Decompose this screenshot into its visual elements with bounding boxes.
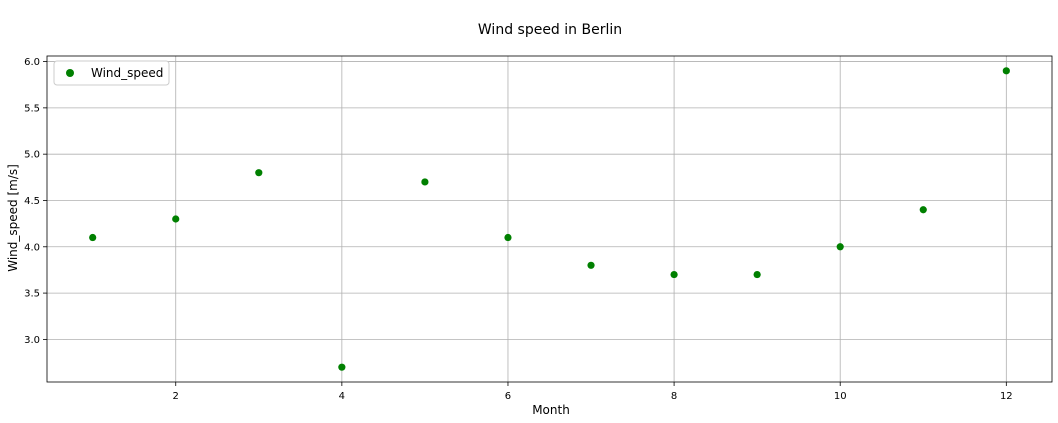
data-point [421, 178, 429, 186]
data-point [670, 270, 678, 279]
data-point [1002, 67, 1010, 75]
y-tick-label: 4.0 [24, 242, 40, 253]
data-point [753, 270, 761, 279]
y-tick-label: 3.0 [24, 335, 40, 346]
y-tick-label: 3.5 [24, 289, 40, 300]
data-points [89, 67, 1010, 371]
x-tick-label: 12 [1000, 391, 1013, 402]
y-tick-label: 5.0 [24, 150, 40, 161]
chart-title: Wind speed in Berlin [478, 22, 622, 38]
y-tick-label: 5.5 [24, 103, 40, 114]
x-tick-label: 10 [834, 391, 847, 402]
x-tick-label: 6 [505, 391, 511, 402]
data-point [172, 215, 180, 223]
y-axis-ticks: 3.0 3.5 4.0 4.5 5.0 5.5 6.0 [24, 57, 47, 346]
y-tick-label: 4.5 [24, 196, 40, 207]
legend: Wind_speed [53, 60, 170, 86]
data-point [836, 243, 844, 251]
grid-lines [47, 56, 1052, 382]
plot-area-frame [46, 55, 1053, 383]
data-point [255, 169, 263, 177]
x-tick-label: 8 [671, 391, 677, 402]
data-point [89, 233, 97, 242]
data-point [338, 363, 346, 371]
data-point [504, 233, 512, 242]
legend-box [53, 60, 170, 86]
data-point [587, 261, 595, 269]
x-axis-ticks: 2 4 6 8 10 12 [173, 382, 1013, 402]
legend-label: Wind_speed [91, 66, 163, 80]
x-tick-label: 2 [173, 391, 179, 402]
y-tick-label: 6.0 [24, 57, 40, 68]
legend-marker [66, 69, 74, 77]
y-axis-label: Wind_speed [m/s] [6, 164, 20, 272]
x-axis-label: Month [532, 403, 570, 417]
x-tick-label: 4 [339, 391, 345, 402]
data-point [919, 206, 927, 214]
